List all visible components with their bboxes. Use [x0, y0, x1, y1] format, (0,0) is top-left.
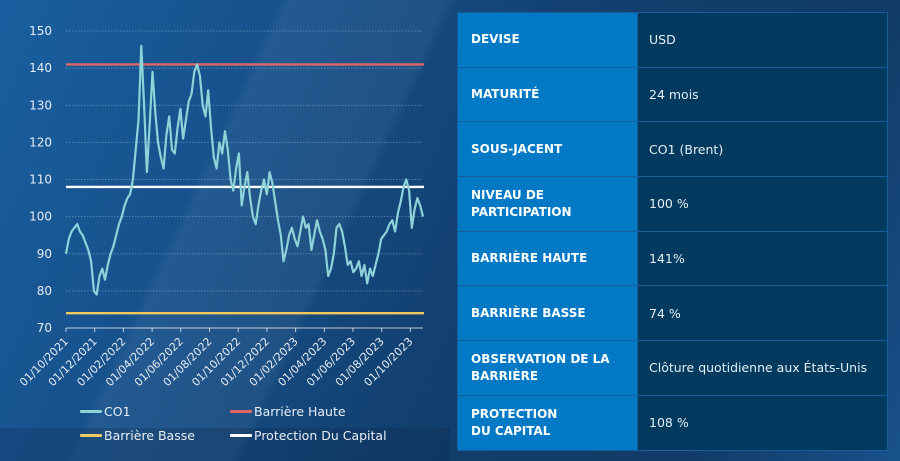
- y-tick-label: 110: [29, 173, 52, 187]
- legend-item-barriere-haute: Barrière Haute: [230, 404, 346, 419]
- row-value: 100 %: [637, 176, 888, 232]
- legend-item-protection: Protection Du Capital: [230, 428, 387, 443]
- x-axis: 01/10/202101/12/202101/02/202201/04/2022…: [17, 327, 423, 389]
- y-tick-label: 140: [29, 61, 52, 75]
- legend-label-barriere-haute: Barrière Haute: [254, 404, 346, 419]
- row-label: NIVEAU DE PARTICIPATION: [457, 176, 638, 232]
- legend-swatch-barriere-haute: [230, 410, 252, 413]
- table-row-maturite: MATURITÉ 24 mois: [457, 66, 888, 123]
- row-value: Clôture quotidienne aux États-Unis: [637, 340, 888, 396]
- table-row-barriere-haute: BARRIÈRE HAUTE 141%: [457, 230, 888, 287]
- legend-item-co1: CO1: [80, 404, 131, 419]
- co1-series-line: [64, 44, 425, 296]
- legend-swatch-barriere-basse: [80, 434, 102, 437]
- y-axis-ticks: 70 80 90 100 110 120 130 140 150: [29, 24, 52, 335]
- legend-label-protection: Protection Du Capital: [254, 428, 387, 443]
- row-label: MATURITÉ: [457, 66, 638, 123]
- row-value: CO1 (Brent): [637, 121, 888, 178]
- row-label: SOUS-JACENT: [457, 121, 638, 178]
- y-tick-label: 150: [29, 24, 52, 38]
- table-row-barriere-basse: BARRIÈRE BASSE 74 %: [457, 285, 888, 342]
- legend-item-barriere-basse: Barrière Basse: [80, 428, 195, 443]
- legend-swatch-protection: [230, 434, 252, 437]
- row-value: 24 mois: [637, 66, 888, 123]
- product-terms-table: DEVISE USD MATURITÉ 24 mois SOUS-JACENT …: [457, 12, 888, 451]
- row-label: OBSERVATION DE LA BARRIÈRE: [457, 340, 638, 396]
- legend-swatch-co1: [80, 410, 102, 413]
- table-row-observation: OBSERVATION DE LA BARRIÈRE Clôture quoti…: [457, 340, 888, 396]
- table-row-participation: NIVEAU DE PARTICIPATION 100 %: [457, 176, 888, 232]
- row-value: 108 %: [637, 394, 888, 451]
- price-chart: 70 80 90 100 110 120 130 140 150 01/10/202101/12…: [17, 24, 425, 389]
- row-label: BARRIÈRE HAUTE: [457, 230, 638, 287]
- table-row-protection: PROTECTION DU CAPITAL 108 %: [457, 394, 888, 451]
- chart-grid: [66, 30, 423, 292]
- y-tick-label: 80: [37, 284, 52, 298]
- row-label: BARRIÈRE BASSE: [457, 285, 638, 342]
- row-value: USD: [637, 12, 888, 68]
- y-tick-label: 70: [37, 321, 52, 335]
- legend-label-co1: CO1: [104, 404, 131, 419]
- legend-label-barriere-basse: Barrière Basse: [104, 428, 195, 443]
- y-tick-label: 100: [29, 210, 52, 224]
- y-tick-label: 120: [29, 135, 52, 149]
- y-tick-label: 90: [37, 247, 52, 261]
- table-row-devise: DEVISE USD: [457, 12, 888, 68]
- table-row-sous-jacent: SOUS-JACENT CO1 (Brent): [457, 121, 888, 178]
- y-tick-label: 130: [29, 98, 52, 112]
- row-value: 141%: [637, 230, 888, 287]
- row-value: 74 %: [637, 285, 888, 342]
- legend-band: [0, 428, 450, 461]
- row-label: PROTECTION DU CAPITAL: [457, 394, 638, 451]
- row-label: DEVISE: [457, 12, 638, 68]
